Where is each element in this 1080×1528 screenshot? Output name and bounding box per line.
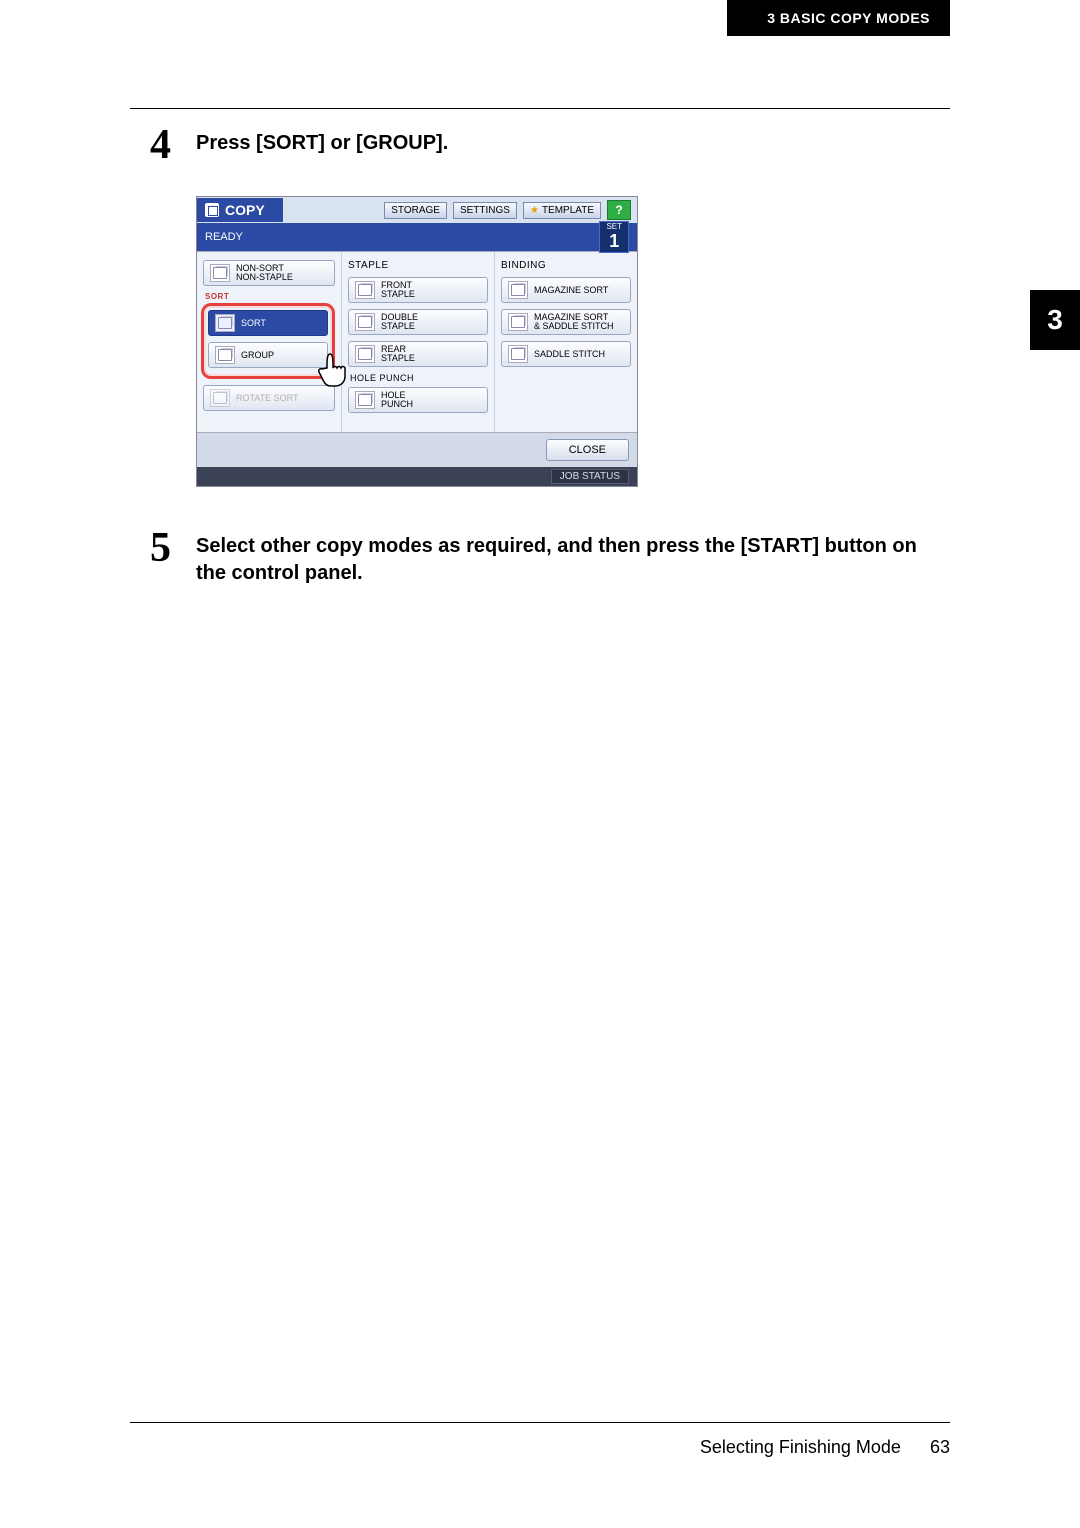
- rear-staple-icon: [355, 345, 375, 363]
- copy-tab[interactable]: COPY: [197, 198, 283, 222]
- step-4: 4 Press [SORT] or [GROUP].: [150, 124, 950, 166]
- staple-column: STAPLE FRONT STAPLE DOUBLE STAPLE REAR S…: [342, 252, 495, 432]
- close-button[interactable]: CLOSE: [546, 439, 629, 461]
- rotate-sort-option[interactable]: ROTATE SORT: [203, 385, 335, 411]
- magazine-saddle-icon: [508, 313, 528, 331]
- binding-heading: BINDING: [501, 260, 631, 271]
- hole-punch-icon: [355, 391, 375, 409]
- page-footer: Selecting Finishing Mode 63: [130, 1422, 950, 1458]
- set-counter: SET 1: [599, 221, 629, 254]
- sort-icon: [215, 314, 235, 332]
- header-rule: [130, 108, 950, 109]
- rotate-sort-label: ROTATE SORT: [236, 394, 299, 403]
- copy-icon: [205, 203, 219, 217]
- panel-status-bar: JOB STATUS: [197, 467, 637, 486]
- group-icon: [215, 346, 235, 364]
- ready-label: READY: [205, 231, 243, 243]
- chapter-header: 3 BASIC COPY MODES: [727, 0, 950, 36]
- double-staple-icon: [355, 313, 375, 331]
- panel-footer: CLOSE: [197, 432, 637, 467]
- chapter-side-tab: 3: [1030, 290, 1080, 350]
- rear-staple-label: REAR STAPLE: [381, 345, 415, 363]
- double-staple-label: DOUBLE STAPLE: [381, 313, 418, 331]
- hole-punch-option[interactable]: HOLE PUNCH: [348, 387, 488, 413]
- saddle-stitch-icon: [508, 345, 528, 363]
- sort-group-highlight: SORT GROUP: [201, 303, 335, 379]
- hole-punch-heading: HOLE PUNCH: [350, 373, 488, 383]
- panel-titlebar: COPY STORAGE SETTINGS TEMPLATE ?: [197, 197, 637, 223]
- set-label: SET: [606, 222, 622, 231]
- magazine-sort-label: MAGAZINE SORT: [534, 286, 608, 295]
- step-text: Select other copy modes as required, and…: [196, 527, 950, 587]
- sort-option[interactable]: SORT: [208, 310, 328, 336]
- sort-group-label: SORT: [205, 292, 335, 301]
- footer-title: Selecting Finishing Mode: [700, 1437, 901, 1457]
- rotate-sort-icon: [210, 389, 230, 407]
- step-text: Press [SORT] or [GROUP].: [196, 124, 448, 157]
- status-ready-bar: READY SET 1: [197, 223, 637, 251]
- non-sort-option[interactable]: NON-SORT NON-STAPLE: [203, 260, 335, 286]
- front-staple-option[interactable]: FRONT STAPLE: [348, 277, 488, 303]
- footer-rule: [130, 1422, 950, 1423]
- job-status-button[interactable]: JOB STATUS: [551, 469, 629, 484]
- magazine-saddle-label: MAGAZINE SORT & SADDLE STITCH: [534, 313, 614, 331]
- magazine-saddle-option[interactable]: MAGAZINE SORT & SADDLE STITCH: [501, 309, 631, 335]
- double-staple-option[interactable]: DOUBLE STAPLE: [348, 309, 488, 335]
- step-number: 5: [150, 527, 196, 569]
- hole-punch-label: HOLE PUNCH: [381, 391, 413, 409]
- group-option[interactable]: GROUP: [208, 342, 328, 368]
- saddle-stitch-label: SADDLE STITCH: [534, 350, 605, 359]
- sort-label: SORT: [241, 319, 266, 328]
- rear-staple-option[interactable]: REAR STAPLE: [348, 341, 488, 367]
- set-count-value: 1: [606, 232, 622, 252]
- copy-panel: COPY STORAGE SETTINGS TEMPLATE ? READY S…: [196, 196, 638, 487]
- binding-column: BINDING MAGAZINE SORT MAGAZINE SORT & SA…: [495, 252, 637, 432]
- front-staple-label: FRONT STAPLE: [381, 281, 415, 299]
- magazine-sort-icon: [508, 281, 528, 299]
- sort-column: NON-SORT NON-STAPLE SORT SORT GROUP: [197, 252, 342, 432]
- group-label: GROUP: [241, 351, 274, 360]
- help-button[interactable]: ?: [607, 200, 631, 220]
- copy-tab-label: COPY: [225, 202, 265, 218]
- storage-button[interactable]: STORAGE: [384, 202, 447, 219]
- front-staple-icon: [355, 281, 375, 299]
- page-number: 63: [930, 1437, 950, 1457]
- non-sort-label: NON-SORT NON-STAPLE: [236, 264, 293, 282]
- settings-button[interactable]: SETTINGS: [453, 202, 517, 219]
- step-5: 5 Select other copy modes as required, a…: [150, 527, 950, 587]
- template-button[interactable]: TEMPLATE: [523, 202, 601, 219]
- magazine-sort-option[interactable]: MAGAZINE SORT: [501, 277, 631, 303]
- step-number: 4: [150, 124, 196, 166]
- non-sort-icon: [210, 264, 230, 282]
- staple-heading: STAPLE: [348, 260, 488, 271]
- saddle-stitch-option[interactable]: SADDLE STITCH: [501, 341, 631, 367]
